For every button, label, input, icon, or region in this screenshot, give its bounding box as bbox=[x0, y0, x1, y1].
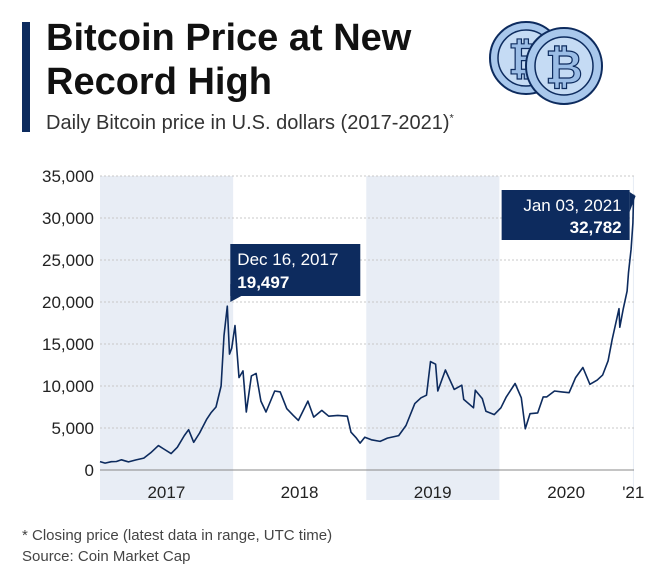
y-tick-label: 10,000 bbox=[42, 377, 94, 396]
callout-box-peak-2017 bbox=[230, 244, 361, 296]
subtitle-text: Daily Bitcoin price in U.S. dollars (201… bbox=[46, 112, 450, 134]
callout-value-2021: 32,782 bbox=[570, 218, 622, 237]
callout-value-2017: 19,497 bbox=[237, 273, 289, 292]
chart-title: Bitcoin Price at New Record High bbox=[46, 17, 412, 103]
y-tick-label: 35,000 bbox=[42, 167, 94, 186]
callout-pointer-2021 bbox=[629, 192, 636, 212]
bitcoin-price-chart: 0 5,000 10,000 15,000 20,000 25,000 30,000 35,0… bbox=[42, 167, 644, 502]
callout-date-2017: Dec 16, 2017 bbox=[237, 250, 338, 269]
price-series-line bbox=[99, 194, 635, 464]
y-tick-label: 15,000 bbox=[42, 335, 94, 354]
y-tick-label: 5,000 bbox=[51, 419, 94, 438]
bitcoin-coins-illustration: ₿ ₿ bbox=[489, 21, 603, 105]
year-bands bbox=[100, 176, 634, 500]
chart-subtitle: Daily Bitcoin price in U.S. dollars (201… bbox=[46, 112, 454, 135]
x-tick-label: 2018 bbox=[281, 483, 319, 502]
callout-date-2021: Jan 03, 2021 bbox=[523, 196, 621, 215]
x-tick-label: '21 bbox=[622, 483, 644, 502]
y-tick-label: 30,000 bbox=[42, 209, 94, 228]
bitcoin-coin-front-icon: ₿ bbox=[525, 27, 603, 105]
x-tick-label: 2017 bbox=[147, 483, 185, 502]
footnote: * Closing price (latest data in range, U… bbox=[22, 527, 333, 544]
svg-text:₿: ₿ bbox=[545, 41, 583, 93]
x-axis-labels: 2017 2018 2019 2020 '21 bbox=[147, 483, 644, 502]
y-tick-label: 0 bbox=[85, 461, 94, 480]
y-tick-label: 20,000 bbox=[42, 293, 94, 312]
annotations: Dec 16, 2017 19,497 Jan 03, 2021 32,782 bbox=[230, 190, 636, 302]
year-band-2019 bbox=[366, 176, 500, 500]
gridlines bbox=[100, 175, 634, 471]
year-band-2017 bbox=[100, 176, 234, 500]
callout-box-peak-2021 bbox=[501, 190, 630, 240]
y-tick-label: 25,000 bbox=[42, 251, 94, 270]
title-accent-bar bbox=[22, 22, 30, 132]
source-note: Source: Coin Market Cap bbox=[22, 548, 191, 565]
y-axis-labels: 0 5,000 10,000 15,000 20,000 25,000 30,000 35,0… bbox=[42, 167, 94, 480]
x-tick-label: 2020 bbox=[547, 483, 585, 502]
x-tick-label: 2019 bbox=[414, 483, 452, 502]
subtitle-footnote-marker: * bbox=[449, 112, 454, 125]
callout-pointer-2017 bbox=[230, 284, 242, 302]
year-band-'21 bbox=[632, 176, 634, 500]
